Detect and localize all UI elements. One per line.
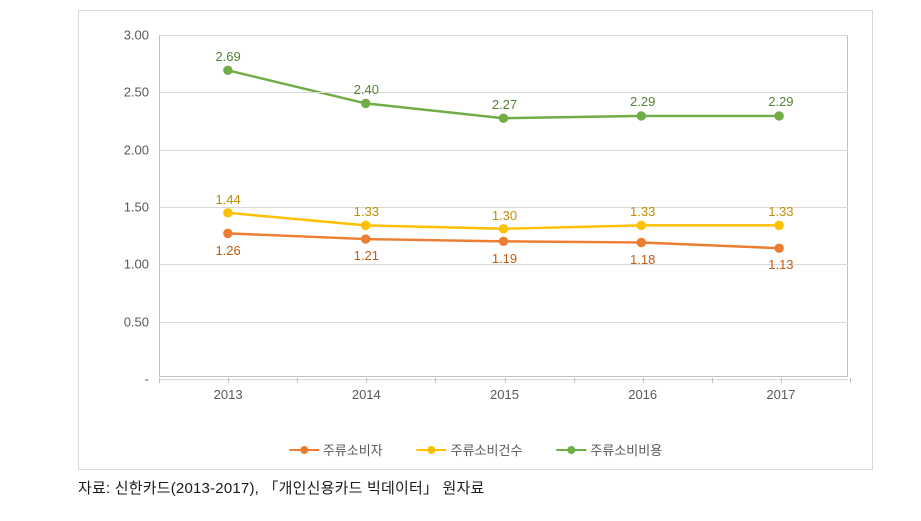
y-axis-label: 2.50: [124, 85, 149, 100]
legend-label: 주류소비비용: [590, 440, 662, 459]
y-axis-label: 0.50: [124, 314, 149, 329]
legend-marker: [556, 443, 586, 457]
chart-box: - 0.50 1.00 1.50 2.00 2.50 3.00 2013 2014 2015 201…: [78, 10, 873, 470]
data-label: 1.33: [768, 204, 793, 219]
series-marker: [775, 221, 783, 229]
data-label: 2.27: [492, 97, 517, 112]
x-axis-label: 2016: [628, 387, 657, 402]
x-tick: [366, 378, 367, 383]
source-text: 자료: 신한카드(2013-2017), 「개인신용카드 빅데이터」 원자료: [78, 477, 485, 498]
series-marker: [637, 221, 645, 229]
legend-label: 주류소비건수: [451, 440, 523, 459]
data-label: 1.33: [630, 204, 655, 219]
gridline: [159, 92, 848, 93]
data-label: 1.13: [768, 257, 793, 272]
x-tick: [505, 378, 506, 383]
y-axis-label: 3.00: [124, 28, 149, 43]
series-marker: [775, 244, 783, 252]
data-label: 1.18: [630, 252, 655, 267]
data-label: 1.33: [354, 204, 379, 219]
data-label: 1.21: [354, 248, 379, 263]
x-tick: [574, 378, 575, 383]
series-marker: [637, 112, 645, 120]
x-tick: [435, 378, 436, 383]
y-axis-label: 1.50: [124, 200, 149, 215]
line-chart-svg: [159, 35, 848, 377]
series-marker: [224, 229, 232, 237]
gridline: [159, 35, 848, 36]
y-axis-label: 1.00: [124, 257, 149, 272]
x-tick: [228, 378, 229, 383]
series-marker: [500, 114, 508, 122]
legend-item: 주류소비비용: [556, 440, 662, 459]
data-label: 1.26: [215, 243, 240, 258]
x-tick: [712, 378, 713, 383]
x-tick: [781, 378, 782, 383]
series-marker: [362, 221, 370, 229]
x-tick: [643, 378, 644, 383]
x-axis-label: 2013: [214, 387, 243, 402]
data-label: 2.29: [768, 94, 793, 109]
series-marker: [500, 237, 508, 245]
data-label: 2.69: [215, 49, 240, 64]
y-axis-label: -: [145, 372, 149, 387]
x-axis-label: 2017: [766, 387, 795, 402]
legend-item: 주류소비자: [289, 440, 383, 459]
legend-marker: [289, 443, 319, 457]
x-axis-label: 2015: [490, 387, 519, 402]
series-marker: [775, 112, 783, 120]
x-tick: [850, 378, 851, 383]
data-label: 2.40: [354, 82, 379, 97]
gridline: [159, 379, 848, 380]
data-label: 1.19: [492, 251, 517, 266]
legend: 주류소비자 주류소비건수 주류소비비용: [289, 440, 662, 459]
series-marker: [637, 239, 645, 247]
x-tick: [159, 378, 160, 383]
legend-label: 주류소비자: [323, 440, 383, 459]
container: - 0.50 1.00 1.50 2.00 2.50 3.00 2013 2014 2015 201…: [0, 0, 921, 521]
data-label: 1.30: [492, 208, 517, 223]
legend-marker: [417, 443, 447, 457]
x-axis-label: 2014: [352, 387, 381, 402]
y-axis-label: 2.00: [124, 142, 149, 157]
x-tick: [297, 378, 298, 383]
series-marker: [362, 99, 370, 107]
series-marker: [362, 235, 370, 243]
series-marker: [224, 209, 232, 217]
series-marker: [500, 225, 508, 233]
gridline: [159, 150, 848, 151]
data-label: 1.44: [215, 192, 240, 207]
data-label: 2.29: [630, 94, 655, 109]
series-marker: [224, 66, 232, 74]
gridline: [159, 322, 848, 323]
plot-area: -0.501.001.502.002.503.00201320142015201…: [159, 35, 848, 377]
legend-item: 주류소비건수: [417, 440, 523, 459]
